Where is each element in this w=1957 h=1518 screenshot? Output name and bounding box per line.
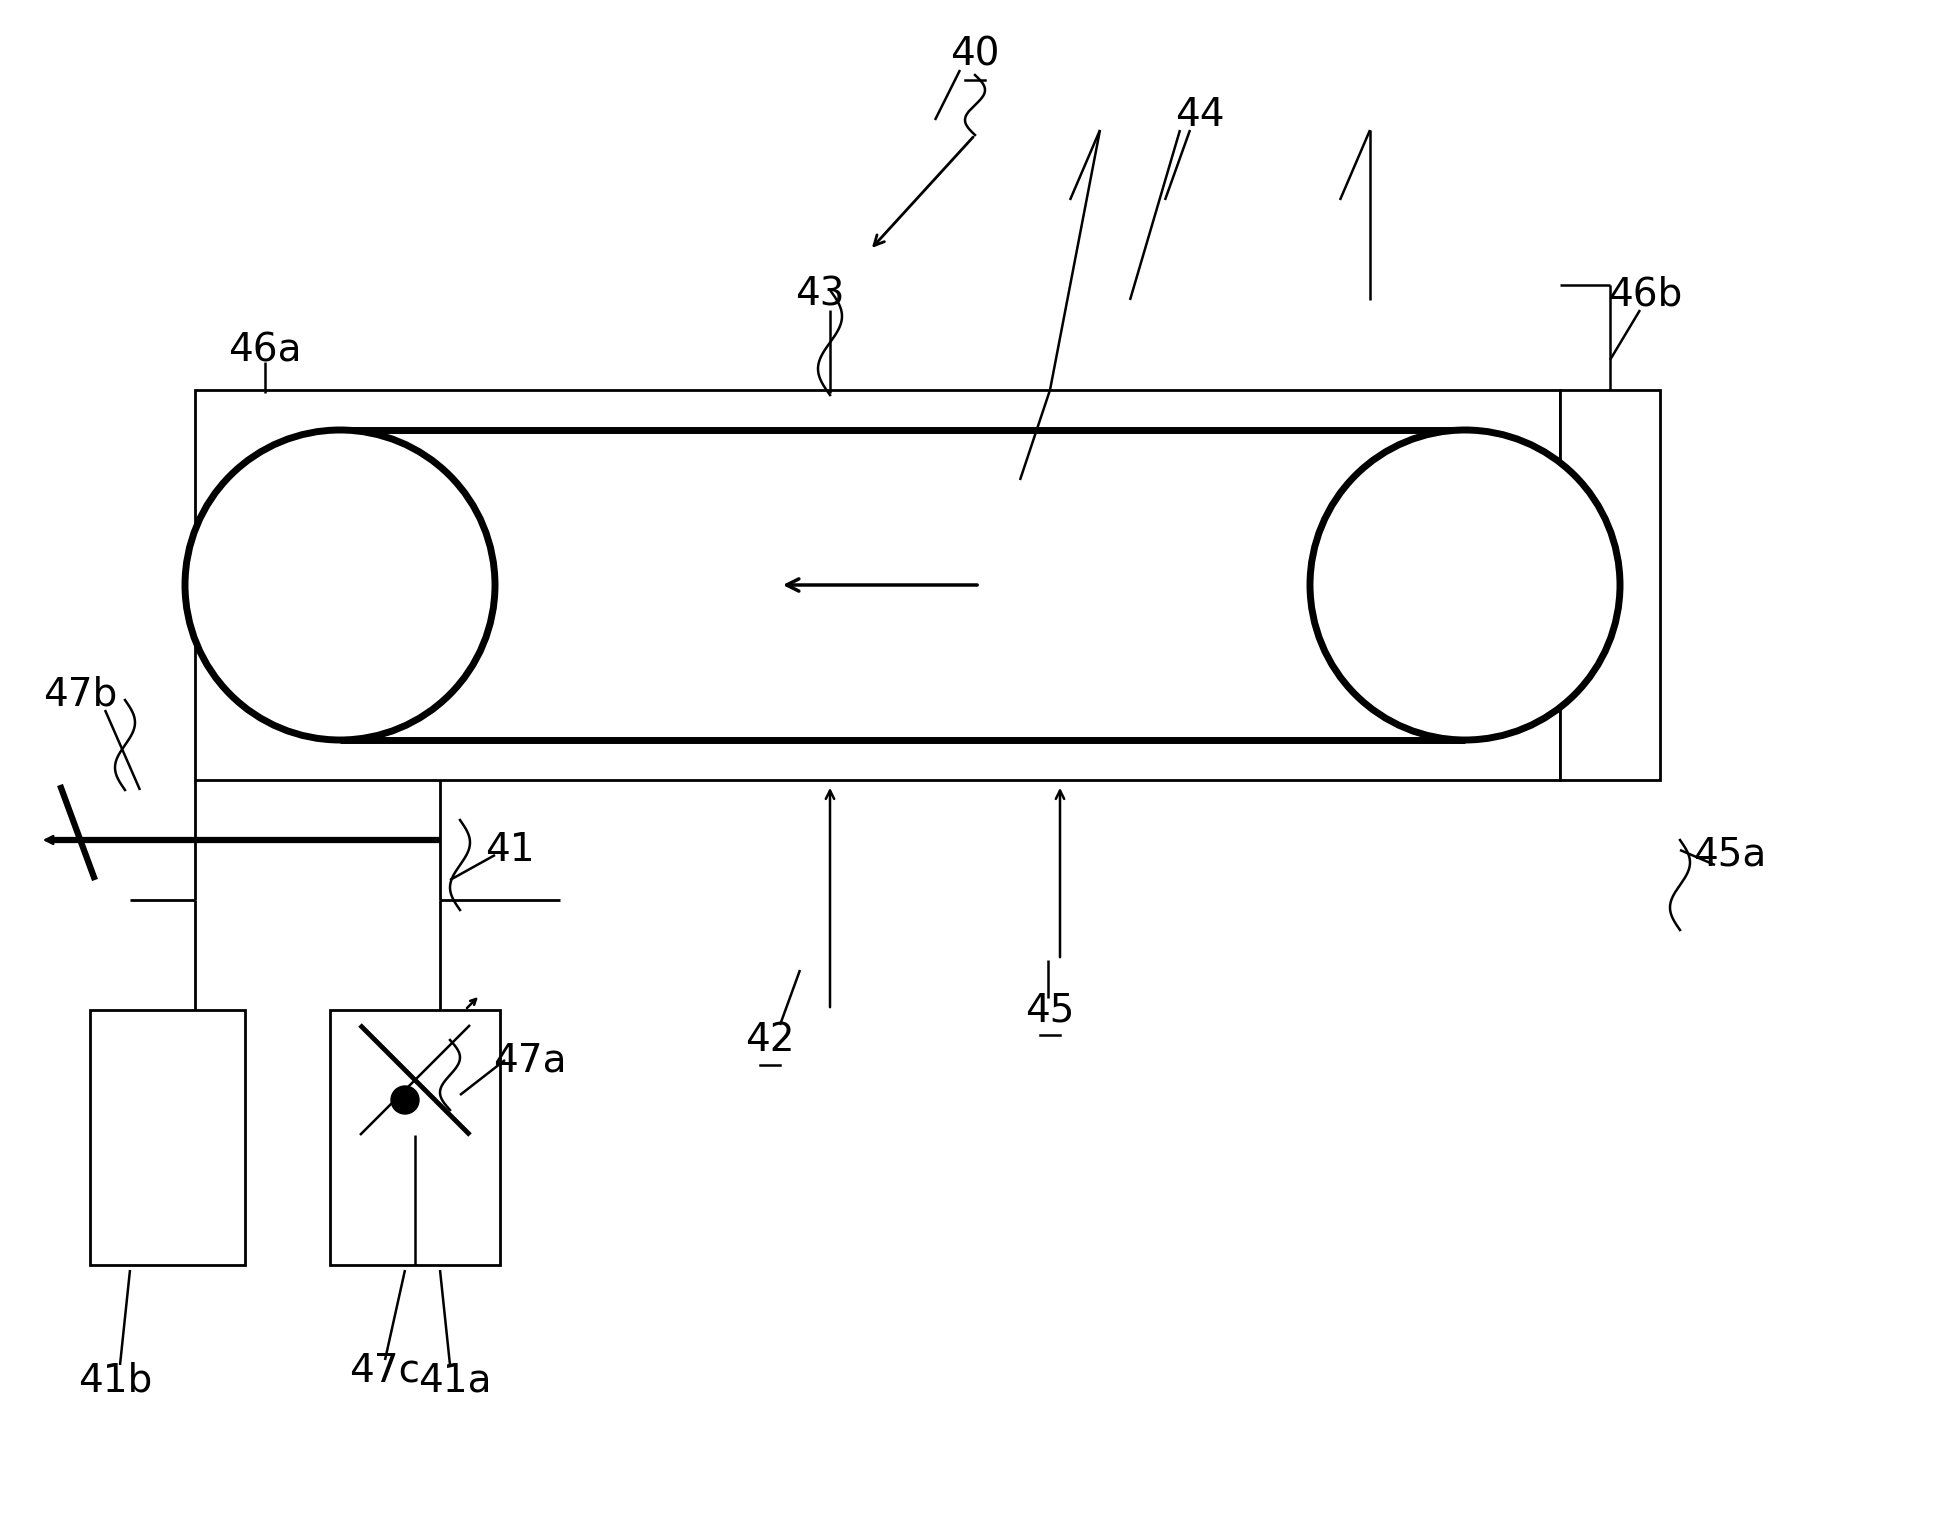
Text: 42: 42 <box>746 1022 795 1060</box>
Circle shape <box>391 1085 419 1114</box>
Text: 46a: 46a <box>229 331 301 369</box>
Text: 47c: 47c <box>350 1351 421 1389</box>
Bar <box>1560 390 1660 780</box>
Text: 41a: 41a <box>419 1362 491 1400</box>
Bar <box>331 1009 499 1264</box>
Text: 45: 45 <box>1025 991 1074 1029</box>
Circle shape <box>1309 430 1620 739</box>
Text: 46b: 46b <box>1609 276 1683 314</box>
Text: 45a: 45a <box>1693 836 1767 874</box>
Text: 41: 41 <box>485 830 534 868</box>
Text: 41b: 41b <box>78 1362 153 1400</box>
Text: 47a: 47a <box>493 1041 568 1079</box>
Bar <box>196 390 1560 780</box>
Circle shape <box>186 430 495 739</box>
Text: 43: 43 <box>795 276 845 314</box>
Bar <box>90 1009 245 1264</box>
Text: 44: 44 <box>1176 96 1225 134</box>
Text: 40: 40 <box>951 36 1000 74</box>
Text: 47b: 47b <box>43 676 117 713</box>
